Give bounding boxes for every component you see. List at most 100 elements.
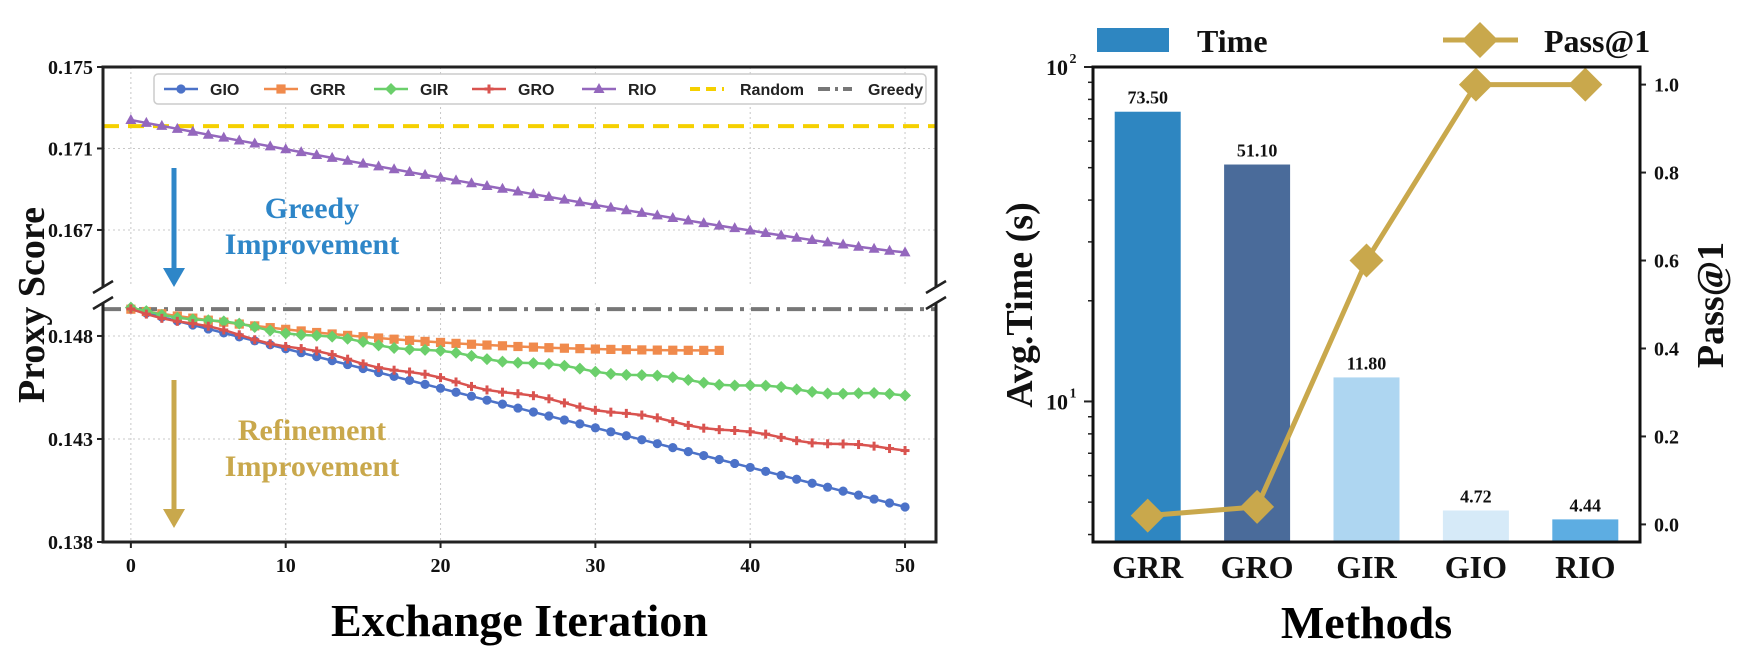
point-gro-0 xyxy=(126,304,136,314)
point-grr-23 xyxy=(482,340,492,350)
point-rio-32 xyxy=(620,204,632,215)
bar-gir xyxy=(1333,377,1400,542)
x-tick-label: 50 xyxy=(895,555,915,577)
point-gio-40 xyxy=(745,462,755,473)
point-rio-22 xyxy=(466,177,478,188)
legend-label-gio: GIO xyxy=(210,82,239,99)
point-gio-36 xyxy=(683,446,693,457)
point-gir-14 xyxy=(341,332,354,345)
point-grr-38 xyxy=(714,345,724,355)
point-gro-5 xyxy=(203,321,213,331)
axis-break-mark xyxy=(925,295,947,311)
x-tick-label-gro: GRO xyxy=(1221,549,1294,585)
point-gro-16 xyxy=(374,363,384,373)
point-rio-7 xyxy=(233,134,245,145)
point-grr-36 xyxy=(683,345,693,355)
axis-break-mark xyxy=(92,279,114,295)
point-grr-29 xyxy=(575,344,585,354)
point-gio-19 xyxy=(420,379,430,389)
x-tick-label-gir: GIR xyxy=(1336,549,1397,585)
point-gir-48 xyxy=(868,387,881,400)
point-gir-49 xyxy=(883,387,896,400)
point-rio-25 xyxy=(512,185,524,196)
point-gio-23 xyxy=(482,395,492,405)
y2-tick-label: 0.4 xyxy=(1654,338,1679,360)
point-gio-49 xyxy=(884,498,895,508)
x-axis-label: Exchange Iteration xyxy=(331,595,708,646)
point-rio-18 xyxy=(404,166,416,177)
point-gir-25 xyxy=(511,356,524,369)
point-gir-27 xyxy=(542,357,555,370)
point-rio-50 xyxy=(899,246,911,257)
point-gro-33 xyxy=(637,410,647,420)
point-gir-16 xyxy=(372,339,385,352)
point-gio-31 xyxy=(606,427,616,437)
point-grr-26 xyxy=(528,342,539,352)
point-rio-29 xyxy=(574,196,586,207)
point-rio-4 xyxy=(187,125,199,136)
point-rio-35 xyxy=(667,211,679,222)
axis-break-mark xyxy=(92,295,114,311)
point-rio-44 xyxy=(806,234,818,245)
point-gio-33 xyxy=(637,435,647,445)
y2-tick-label: 0.8 xyxy=(1654,163,1679,185)
point-gro-32 xyxy=(621,408,631,418)
point-gio-15 xyxy=(358,363,368,374)
point-gir-7 xyxy=(233,317,246,330)
point-gir-41 xyxy=(759,379,772,392)
point-gio-29 xyxy=(575,419,585,429)
annotation-refinement-line2: Improvement xyxy=(225,450,399,483)
point-gir-47 xyxy=(852,387,865,400)
point-gir-28 xyxy=(558,359,571,372)
legend-label-rio: RIO xyxy=(628,82,656,99)
point-gro-38 xyxy=(714,425,724,435)
line-chart: 0 10 20 30 40 50 0.167 0.171 0.175 0.138 0.143 0.14… xyxy=(11,57,947,646)
point-rio-17 xyxy=(388,163,400,174)
point-grr-35 xyxy=(668,345,678,355)
point-rio-21 xyxy=(450,174,462,185)
bar-rio xyxy=(1552,519,1619,542)
legend-swatch-pass1-marker xyxy=(1462,22,1498,58)
point-gro-11 xyxy=(296,344,306,354)
point-gio-21 xyxy=(451,387,461,397)
point-gio-47 xyxy=(853,490,864,500)
point-gro-44 xyxy=(807,438,817,448)
point-gir-34 xyxy=(651,369,664,382)
point-rio-26 xyxy=(527,188,539,199)
point-gio-50 xyxy=(900,502,910,512)
point-rio-49 xyxy=(884,244,896,255)
y-tick-label: 0.143 xyxy=(48,429,93,451)
point-gro-22 xyxy=(467,381,477,391)
point-rio-39 xyxy=(729,222,741,233)
legend: Time Pass@1 xyxy=(1097,22,1650,59)
legend-marker-gio xyxy=(176,84,186,94)
y-tick-label: 0.138 xyxy=(48,532,93,554)
point-gir-24 xyxy=(496,355,509,368)
bar-axes-frame xyxy=(1091,65,1642,544)
point-rio-28 xyxy=(558,193,570,204)
point-gir-30 xyxy=(589,365,602,378)
point-gio-35 xyxy=(668,443,678,453)
point-rio-12 xyxy=(311,149,323,160)
point-rio-40 xyxy=(744,224,756,235)
y-tick-label: 0.171 xyxy=(48,138,93,160)
point-rio-45 xyxy=(822,236,834,247)
point-gio-20 xyxy=(435,383,446,393)
pass1-marker-rio xyxy=(1568,67,1603,102)
bar-value-label-gir: 11.80 xyxy=(1347,353,1387,373)
x-tick-label: 40 xyxy=(740,555,760,577)
bar-gro xyxy=(1224,164,1291,543)
point-gir-37 xyxy=(697,376,710,389)
point-gio-12 xyxy=(312,352,322,362)
pass1-marker-gro xyxy=(1240,489,1275,524)
point-gir-21 xyxy=(450,346,463,359)
y-tick-exp: 1 xyxy=(1070,386,1077,401)
x-tick-label-grr: GRR xyxy=(1112,549,1184,585)
point-gro-20 xyxy=(436,373,446,383)
point-gir-40 xyxy=(744,379,757,392)
legend-label-random: Random xyxy=(740,82,804,99)
point-rio-14 xyxy=(342,154,354,165)
point-rio-19 xyxy=(419,168,431,179)
point-gro-15 xyxy=(358,359,368,369)
point-gio-43 xyxy=(792,474,802,484)
